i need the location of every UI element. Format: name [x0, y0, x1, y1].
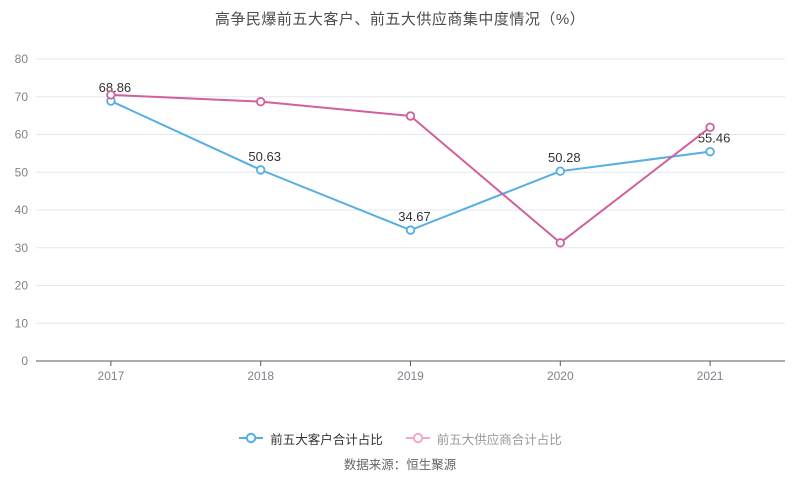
x-axis-tick-label: 2021 [697, 369, 724, 383]
legend-item-top5-suppliers[interactable]: 前五大供应商合计占比 [405, 429, 562, 448]
x-axis-tick-label: 2017 [98, 369, 125, 383]
legend: 前五大客户合计占比 前五大供应商合计占比 [0, 428, 800, 448]
data-point-marker [106, 90, 116, 100]
y-axis-tick-label: 70 [15, 90, 29, 104]
data-point-label: 34.67 [398, 209, 431, 224]
y-axis-tick-label: 50 [15, 165, 29, 179]
data-point-marker [705, 122, 715, 133]
gridlines [36, 58, 785, 324]
customer-series-legend-marker-icon [239, 432, 264, 444]
chart-title: 高争民爆前五大客户、前五大供应商集中度情况（%） [214, 11, 586, 28]
series-suppliers [106, 90, 715, 248]
x-axis-tick-label: 2018 [247, 369, 274, 383]
series-customers: 68.86 50.63 34.67 50.28 55.46 [99, 80, 731, 235]
y-axis-tick-label: 60 [15, 128, 29, 142]
data-source-caption: 数据来源：恒生聚源 [343, 458, 457, 472]
data-point-label: 50.28 [548, 150, 581, 165]
y-axis-tick-label: 80 [15, 52, 29, 66]
data-point-marker [256, 96, 266, 107]
x-axis-tick-label: 2019 [397, 369, 424, 383]
legend-item-top5-customers[interactable]: 前五大客户合计占比 [238, 429, 383, 448]
x-axis: 2017 2018 2019 2020 2021 [36, 360, 785, 383]
data-point-marker [705, 146, 715, 157]
data-point-marker [256, 165, 266, 175]
data-point-marker [405, 111, 416, 121]
legend-label-suppliers: 前五大供应商合计占比 [436, 432, 562, 447]
y-axis-tick-label: 20 [15, 279, 29, 293]
data-point-marker [555, 166, 565, 176]
data-point-label: 50.63 [248, 149, 281, 164]
legend-label-customers: 前五大客户合计占比 [270, 432, 383, 447]
y-axis-tick-label: 30 [15, 241, 29, 255]
line-chart-plot: 0 10 20 30 40 50 60 70 80 2017 2018 2019 2020 2021 68.… [15, 52, 785, 383]
y-axis-tick-label: 0 [21, 354, 28, 368]
data-point-marker [555, 238, 565, 248]
y-axis-tick-label: 40 [15, 203, 29, 217]
data-point-label: 68.86 [99, 80, 132, 95]
data-point-label: 55.46 [698, 131, 731, 146]
supplier-series-legend-marker-icon [405, 432, 430, 444]
data-point-marker [405, 225, 416, 235]
y-axis-labels: 0 10 20 30 40 50 60 70 80 [15, 52, 29, 368]
y-axis-tick-label: 10 [15, 316, 29, 330]
x-axis-tick-label: 2020 [547, 369, 574, 383]
